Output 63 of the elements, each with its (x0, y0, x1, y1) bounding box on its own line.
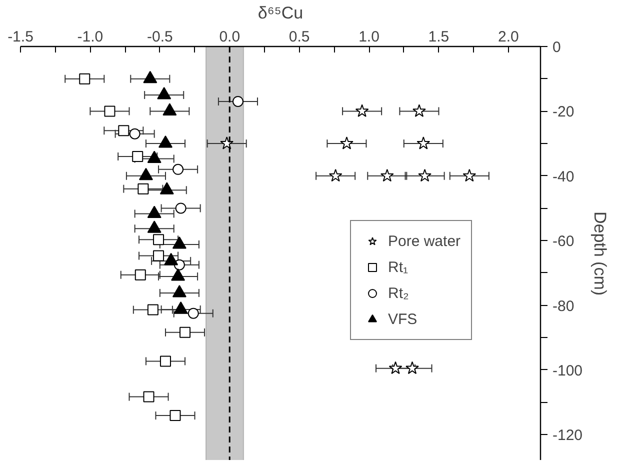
point (418, 168, 432, 182)
point (134, 269, 146, 280)
point (412, 104, 426, 117)
point (79, 73, 90, 84)
point (147, 304, 158, 316)
point (328, 168, 342, 182)
x-tick-label: -1.5 (8, 28, 34, 46)
point (220, 136, 234, 150)
point (380, 168, 394, 182)
point (104, 106, 116, 117)
x-tick-label: 1.0 (358, 28, 380, 46)
x-tick-label: -1.0 (77, 28, 104, 46)
point (153, 250, 164, 262)
point (232, 96, 244, 107)
point (132, 150, 144, 162)
point (416, 136, 430, 150)
point (147, 220, 162, 233)
point (160, 356, 171, 367)
point (138, 183, 149, 194)
point (158, 136, 172, 148)
y-tick-label: -60 (552, 233, 574, 250)
point (388, 361, 402, 374)
y-tick-label: 0 (552, 39, 561, 56)
x-tick-label: 0.5 (288, 28, 310, 46)
point (172, 236, 186, 249)
point (143, 70, 158, 84)
point (118, 125, 130, 136)
point (340, 136, 354, 150)
point (157, 87, 172, 100)
y-tick-label: -80 (552, 298, 574, 315)
y-tick-label: -100 (552, 362, 583, 380)
point (147, 150, 162, 163)
point (172, 284, 186, 298)
point (147, 206, 162, 218)
point (406, 361, 419, 374)
x-tick-label: 2.0 (498, 28, 519, 46)
point (160, 182, 174, 194)
point (129, 128, 140, 140)
point (171, 268, 186, 281)
point (355, 104, 369, 117)
y-tick-label: -20 (552, 104, 574, 121)
legend-label: Rt₂ (388, 284, 409, 302)
x-tick-label: 0.0 (219, 28, 240, 46)
legend-label: Pore water (388, 232, 461, 250)
point (188, 308, 199, 319)
point (175, 202, 186, 214)
point (462, 168, 476, 182)
legend-label: Rt₁ (388, 258, 408, 276)
point (164, 252, 178, 266)
x-tick-label: 1.5 (428, 28, 450, 46)
point (143, 391, 154, 402)
point (153, 234, 164, 246)
x-tick-label: -0.5 (146, 28, 173, 46)
point (172, 164, 184, 175)
x-axis-title: δ⁶⁵Cu (258, 4, 304, 22)
legend-label: VFS (388, 310, 418, 328)
point (138, 168, 153, 180)
y-tick-label: -40 (552, 168, 574, 186)
point (162, 103, 177, 116)
y-axis-title: Depth (cm) (590, 211, 610, 296)
y-tick-label: -120 (552, 427, 583, 444)
point (180, 326, 191, 338)
point (170, 410, 181, 422)
